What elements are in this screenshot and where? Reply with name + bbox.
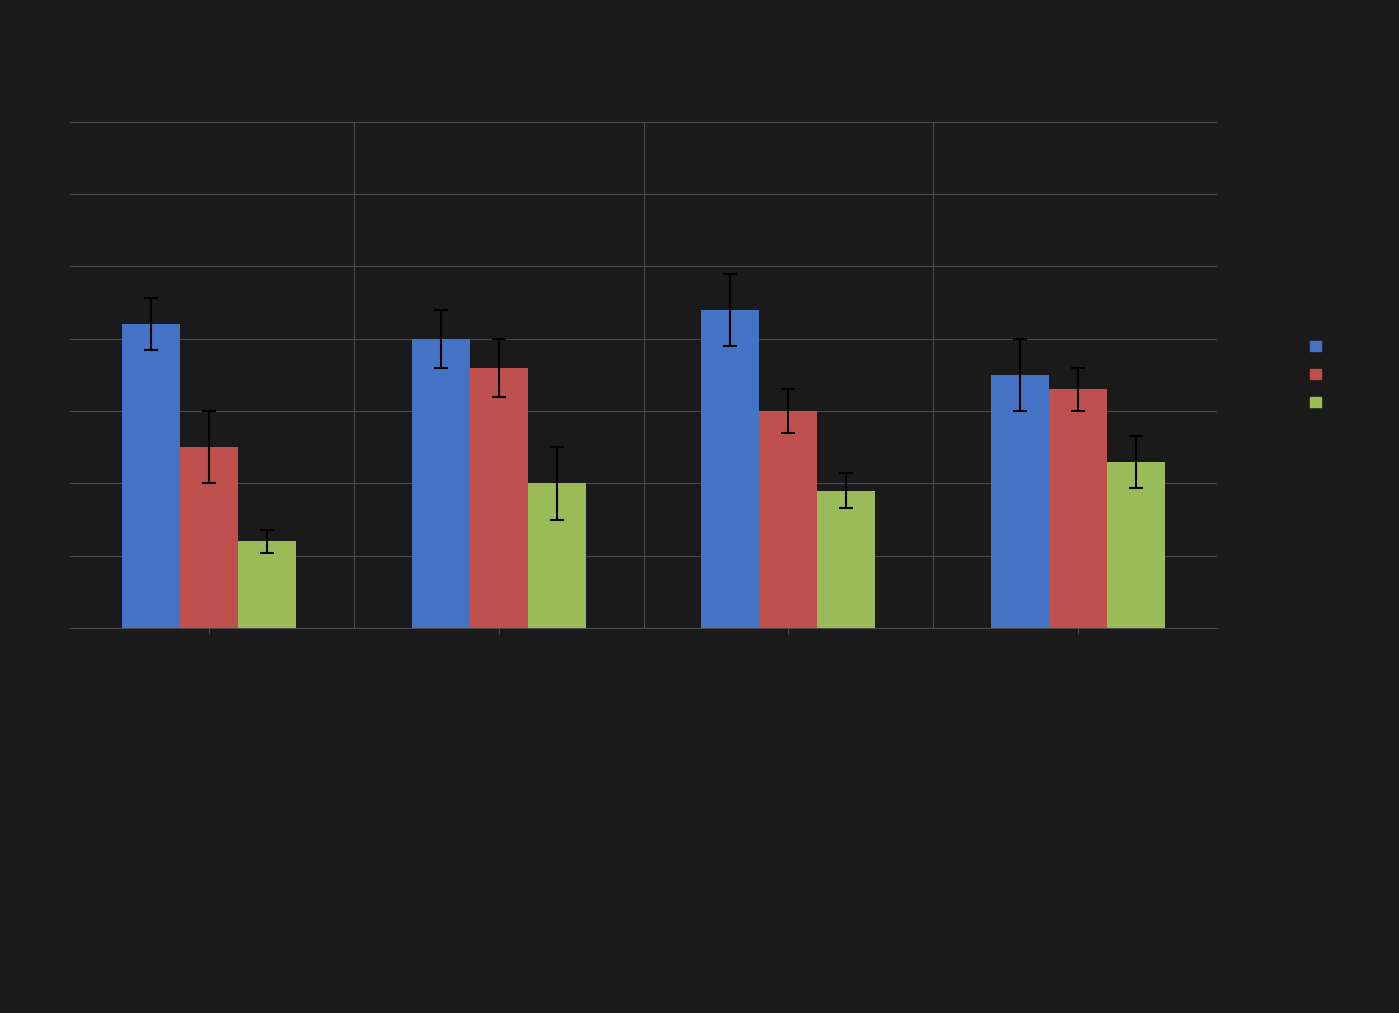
Bar (122, 324, 180, 628)
Bar (701, 310, 760, 628)
Bar (238, 541, 297, 628)
Legend: , , : , , (1309, 340, 1325, 409)
Bar (1107, 462, 1165, 628)
Bar (411, 338, 470, 628)
Bar (990, 375, 1049, 628)
Bar (470, 368, 527, 628)
Bar (527, 483, 586, 628)
Bar (1049, 389, 1107, 628)
Bar (760, 411, 817, 628)
Bar (817, 490, 876, 628)
Bar (180, 447, 238, 628)
